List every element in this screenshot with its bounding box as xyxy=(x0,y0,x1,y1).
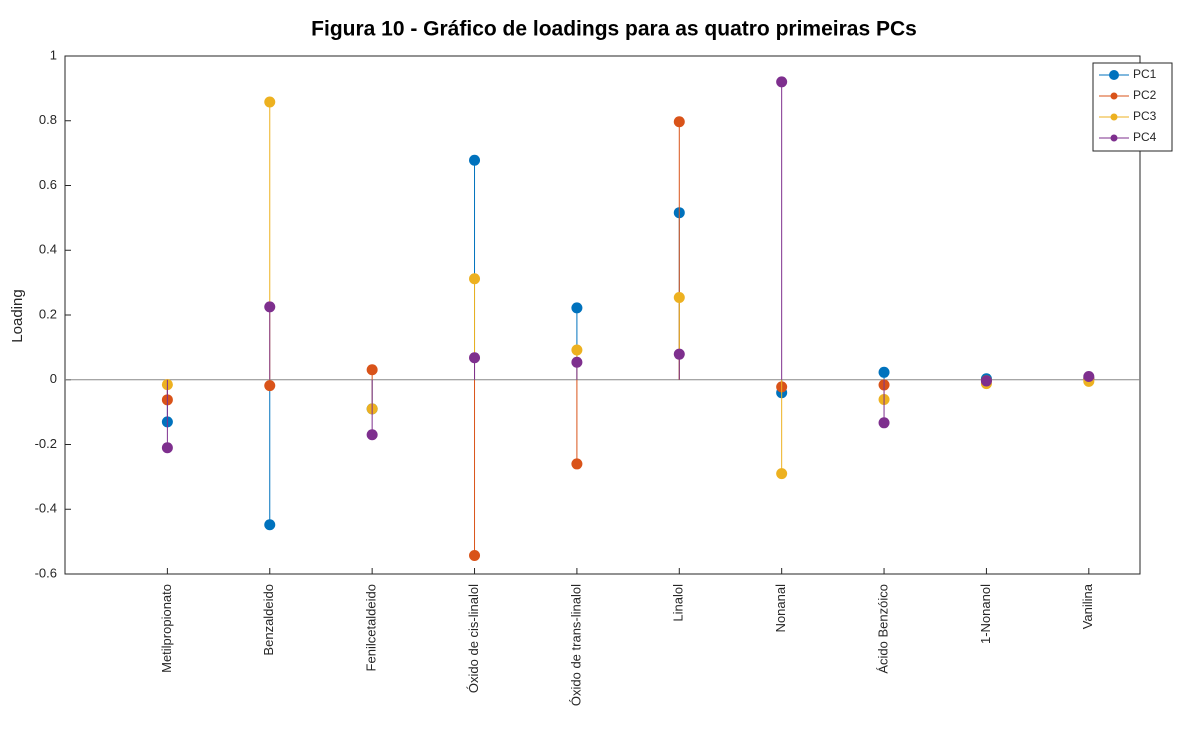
stem-marker xyxy=(571,458,583,470)
x-tick-label: Linalol xyxy=(671,584,686,622)
x-tick-label: Benzaldeido xyxy=(261,584,276,656)
stem-marker xyxy=(673,116,685,128)
stem-marker xyxy=(571,302,583,314)
stem-marker xyxy=(264,380,276,392)
x-tick-label: Metilpropionato xyxy=(159,584,174,673)
stem-marker xyxy=(264,301,276,313)
legend-label: PC3 xyxy=(1133,109,1157,123)
legend-marker xyxy=(1110,134,1118,142)
y-axis-label: Loading xyxy=(9,289,26,342)
legend-label: PC1 xyxy=(1133,67,1157,81)
legend-marker xyxy=(1110,92,1118,100)
x-tick-label: Fenilcetaldeido xyxy=(364,584,379,671)
y-tick-label: 0 xyxy=(50,371,57,386)
y-tick-label: -0.2 xyxy=(35,436,57,451)
y-tick-label: 0.4 xyxy=(39,242,57,257)
x-tick-label: 1-Nonanol xyxy=(978,584,993,644)
x-tick-label: Óxido de trans-linalol xyxy=(568,584,583,706)
stem-marker xyxy=(776,76,788,88)
stem-marker xyxy=(264,96,276,108)
stem-marker xyxy=(980,375,992,387)
stem-marker xyxy=(469,273,481,285)
y-tick-label: -0.6 xyxy=(35,565,57,580)
stem-marker xyxy=(264,519,276,531)
chart-title: Figura 10 - Gráfico de loadings para as … xyxy=(311,18,917,41)
stem-marker xyxy=(366,364,378,376)
stem-marker xyxy=(469,352,481,364)
stem-marker xyxy=(469,550,481,562)
stem-marker xyxy=(571,344,583,356)
stem-marker xyxy=(469,154,481,166)
stem-marker xyxy=(366,429,378,441)
stem-marker xyxy=(878,366,890,378)
y-tick-label: -0.4 xyxy=(35,501,57,516)
x-tick-label: Vanilina xyxy=(1080,583,1095,629)
x-tick-label: Óxido de cis-linalol xyxy=(466,584,481,693)
stem-marker xyxy=(161,442,173,454)
stem-marker xyxy=(1083,371,1095,383)
stem-marker xyxy=(673,348,685,360)
y-tick-label: 1 xyxy=(50,47,57,62)
stem-marker xyxy=(571,356,583,368)
stem-marker xyxy=(673,292,685,304)
x-tick-label: Nonanal xyxy=(773,584,788,633)
legend-label: PC2 xyxy=(1133,88,1157,102)
legend-marker xyxy=(1109,70,1119,80)
stem-marker xyxy=(776,468,788,480)
plot-area xyxy=(64,55,1141,575)
y-tick-label: 0.8 xyxy=(39,112,57,127)
y-tick-label: 0.2 xyxy=(39,306,57,321)
legend-marker xyxy=(1110,113,1118,121)
stem-marker xyxy=(878,417,890,429)
y-tick-label: 0.6 xyxy=(39,177,57,192)
x-tick-label: Ácido Benzóico xyxy=(875,584,890,674)
legend-label: PC4 xyxy=(1133,130,1157,144)
legend-box xyxy=(1092,62,1173,152)
